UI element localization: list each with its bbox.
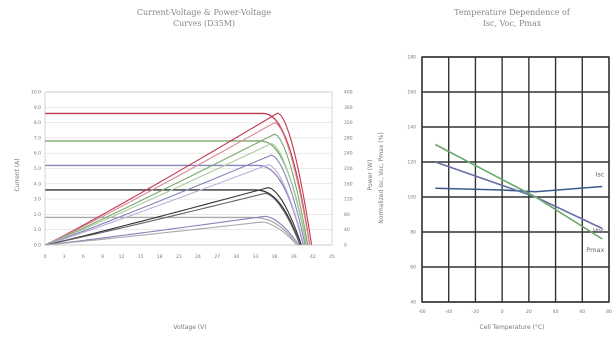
left-y-tick-label: 0.0 [34, 243, 41, 249]
left-x-tick-label: 45 [329, 254, 335, 260]
left-x-tick-label: 24 [195, 254, 201, 260]
right-x-tick-label: 20 [526, 309, 532, 315]
left-x-ticks: 0 3 6 9 12 15 18 21 24 27 30 33 36 39 42 45 [44, 254, 335, 260]
left-x-tick-label: 33 [253, 254, 259, 260]
right-y-tick-label: 180 [407, 55, 416, 61]
left-y2-tick-label: 280 [344, 135, 353, 141]
left-plot-frame [44, 91, 333, 246]
right-series-labels: Isc Voc Pmax [586, 171, 605, 255]
series-label-voc: Voc [593, 227, 605, 235]
left-x-tick-label: 42 [310, 254, 316, 260]
pv-curve [44, 133, 309, 246]
right-x-tick-label: 40 [553, 309, 559, 315]
right-y-ticks: 40 60 80 100 120 140 160 180 [407, 55, 416, 306]
pv-curve [44, 215, 300, 246]
left-x-tick-label: 3 [63, 254, 66, 260]
right-y-tick-label: 80 [410, 230, 416, 236]
left-x-tick-label: 15 [138, 254, 144, 260]
pv-curve [44, 187, 302, 246]
left-x-tick-label: 6 [82, 254, 85, 260]
left-y-tick-label: 4.0 [34, 181, 41, 187]
right-y-tick-label: 120 [407, 160, 416, 166]
left-y2-tick-label: 240 [344, 151, 353, 157]
right-x-tick-label: -40 [445, 309, 452, 315]
right-chart-title: Temperature Dependence of [454, 8, 571, 17]
left-y2-tick-label: 80 [344, 212, 350, 218]
series-line-voc [435, 161, 603, 230]
left-y-axis-label: Current (A) [14, 158, 21, 191]
pv-curve [44, 221, 298, 246]
left-y-tick-label: 5.0 [34, 166, 41, 172]
right-x-tick-label: 60 [579, 309, 585, 315]
left-curves [44, 112, 313, 246]
pv-curve [44, 121, 311, 246]
left-x-tick-label: 39 [291, 254, 297, 260]
left-y-tick-label: 3.0 [34, 197, 41, 203]
left-x-tick-label: 30 [233, 254, 239, 260]
pv-curve [44, 164, 305, 246]
left-y2-ticks: 0 40 80 120 160 200 240 280 320 360 400 [344, 90, 353, 249]
temperature-chart: Temperature Dependence of Isc, Voc, Pmax… [378, 8, 612, 331]
right-plot-frame [421, 56, 610, 303]
left-y-tick-label: 9.0 [34, 105, 41, 111]
right-y-tick-label: 160 [407, 90, 416, 96]
left-y-tick-label: 8.0 [34, 120, 41, 126]
iv-curve [45, 112, 311, 246]
iv-curve [45, 164, 304, 246]
left-chart-title: Current-Voltage & Power-Voltage [137, 8, 272, 17]
right-x-tick-label: 0 [501, 309, 504, 315]
left-y2-axis-label: Power (W) [367, 160, 374, 191]
left-x-tick-label: 9 [101, 254, 104, 260]
left-y-tick-label: 1.0 [34, 227, 41, 233]
iv-pv-chart: Current-Voltage & Power-Voltage Curves (… [14, 8, 374, 331]
pv-curve [44, 192, 301, 246]
right-y-tick-label: 40 [410, 300, 416, 306]
right-gridlines [421, 56, 610, 303]
left-y-tick-label: 2.0 [34, 212, 41, 218]
series-line-pmax [434, 143, 603, 240]
left-x-tick-label: 12 [119, 254, 125, 260]
pv-curve [44, 112, 313, 246]
left-y2-tick-label: 400 [344, 90, 353, 96]
left-y2-tick-label: 160 [344, 181, 353, 187]
left-x-tick-label: 0 [44, 254, 47, 260]
pv-curve [44, 143, 308, 246]
right-x-tick-label: -20 [472, 309, 479, 315]
left-y2-tick-label: 320 [344, 120, 353, 126]
left-x-axis-label: Voltage (V) [173, 324, 206, 331]
left-y-tick-label: 7.0 [34, 135, 41, 141]
left-y2-tick-label: 120 [344, 197, 353, 203]
right-x-tick-label: 80 [606, 309, 612, 315]
right-series [434, 143, 603, 240]
left-x-tick-label: 21 [176, 254, 182, 260]
right-y-tick-label: 140 [407, 125, 416, 131]
series-label-isc: Isc [595, 171, 604, 179]
left-x-tick-label: 18 [157, 254, 163, 260]
left-x-tick-label: 27 [214, 254, 220, 260]
left-y-tick-label: 10.0 [31, 90, 41, 96]
pv-curve [44, 154, 306, 246]
right-y-axis-label: Normalized Isc, Voc, Pmax (%) [378, 132, 385, 223]
left-y2-tick-label: 0 [344, 243, 347, 249]
left-y2-tick-label: 200 [344, 166, 353, 172]
right-chart-subtitle: Isc, Voc, Pmax [483, 19, 542, 28]
right-x-ticks: -60 -40 -20 0 20 40 60 80 [418, 309, 612, 315]
series-label-pmax: Pmax [586, 246, 604, 254]
left-chart-subtitle: Curves (D35M) [173, 19, 235, 28]
right-x-tick-label: -60 [418, 309, 425, 315]
left-y-tick-label: 6.0 [34, 151, 41, 157]
left-y2-tick-label: 40 [344, 227, 350, 233]
right-y-tick-label: 100 [407, 195, 416, 201]
left-x-tick-label: 36 [272, 254, 278, 260]
left-y2-tick-label: 360 [344, 105, 353, 111]
left-y-ticks: 0.0 1.0 2.0 3.0 4.0 5.0 6.0 7.0 8.0 9.0 10.0 [31, 90, 41, 249]
right-y-tick-label: 60 [410, 265, 416, 271]
right-x-axis-label: Cell Temperature (°C) [480, 324, 545, 331]
